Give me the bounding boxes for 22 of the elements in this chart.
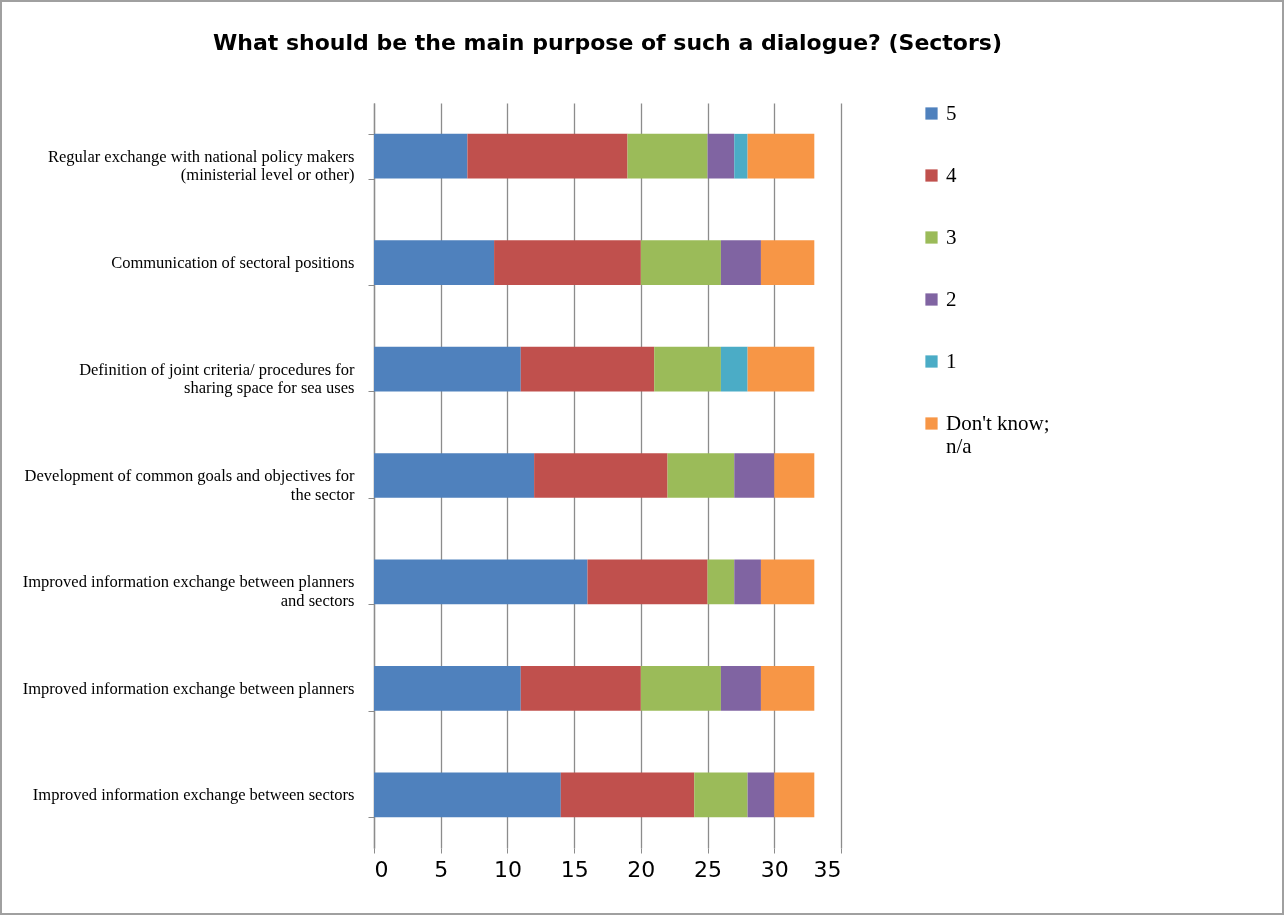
legend-label: Don't know; n/a <box>946 410 1050 458</box>
x-tick-label: 15 <box>560 856 589 882</box>
x-tick-label: 0 <box>374 856 389 882</box>
y-tick-label: Improved information exchange between planners <box>22 678 355 698</box>
legend-label: 1 <box>946 348 957 373</box>
x-tick-label: 20 <box>627 856 656 882</box>
y-tick-label: Improved information exchange between planners and sectors <box>22 572 355 610</box>
x-tick-label: 25 <box>694 856 723 882</box>
y-tick-label: Regular exchange with national policy makers (ministerial level or other) <box>47 146 355 185</box>
y-tick-label: Definition of joint criteria/ procedures for sharing space for sea uses <box>79 359 355 398</box>
x-tick-label: 10 <box>493 856 522 882</box>
x-tick-label: 30 <box>760 856 789 882</box>
legend-label: 5 <box>946 100 957 125</box>
x-tick-label: 35 <box>813 856 842 882</box>
legend-label: 3 <box>946 224 957 249</box>
y-tick-label: Improved information exchange between sectors <box>32 785 355 805</box>
legend-label: 2 <box>946 286 957 311</box>
legend-label: 4 <box>946 162 957 187</box>
y-tick-label: Development of common goals and objectives for the sector <box>24 466 355 504</box>
x-tick-label: 5 <box>434 856 449 882</box>
y-tick-label: Communication of sectoral positions <box>111 253 355 273</box>
chart-title: What should be the main purpose of such a dialogue? (Sectors) <box>213 30 1002 55</box>
